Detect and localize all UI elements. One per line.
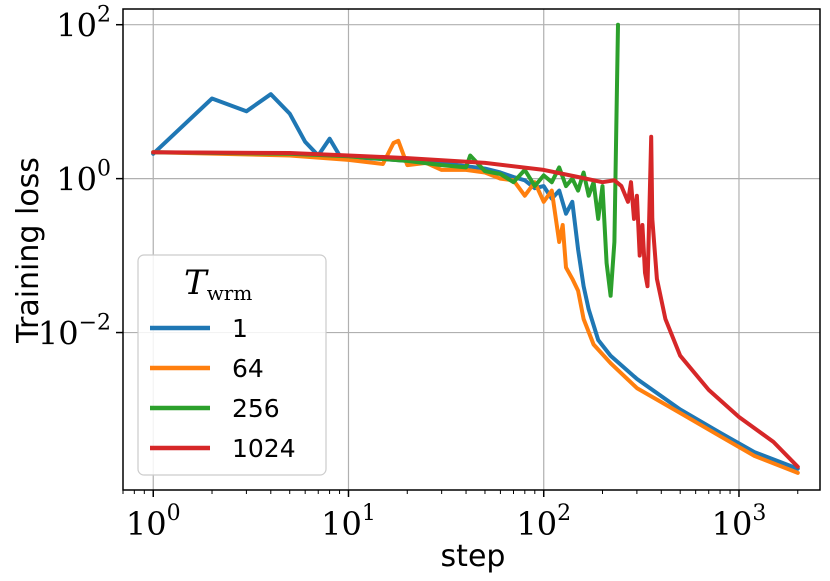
legend-label-256: 256 (232, 394, 280, 423)
legend-box (137, 254, 327, 476)
series-line-256 (151, 22, 620, 298)
legend-label-64: 64 (232, 354, 264, 383)
series-lines (151, 22, 800, 475)
x-tick-label: 101 (321, 501, 376, 543)
plot-frame (122, 8, 821, 491)
legend-label-1: 1 (232, 314, 248, 343)
y-tick-label: 100 (56, 157, 111, 199)
x-tick-label: 103 (712, 501, 767, 543)
y-tick-label: 10−2 (38, 311, 111, 353)
y-tick-label: 102 (56, 3, 111, 45)
legend: Twrm 1 64 256 1024 (137, 254, 327, 476)
legend-items: 1 64 256 1024 (150, 314, 296, 463)
series-line-64 (151, 138, 800, 475)
legend-label-1024: 1024 (232, 434, 296, 463)
y-axis-label: Training loss (11, 157, 46, 344)
x-axis-label: step (441, 539, 506, 574)
axis-ticks: 100 101 102 103 10−2 100 102 (38, 3, 799, 543)
series-line-1024 (151, 134, 800, 469)
legend-title: Twrm (184, 263, 252, 305)
x-tick-label: 102 (516, 501, 571, 543)
x-tick-label: 100 (126, 501, 181, 543)
